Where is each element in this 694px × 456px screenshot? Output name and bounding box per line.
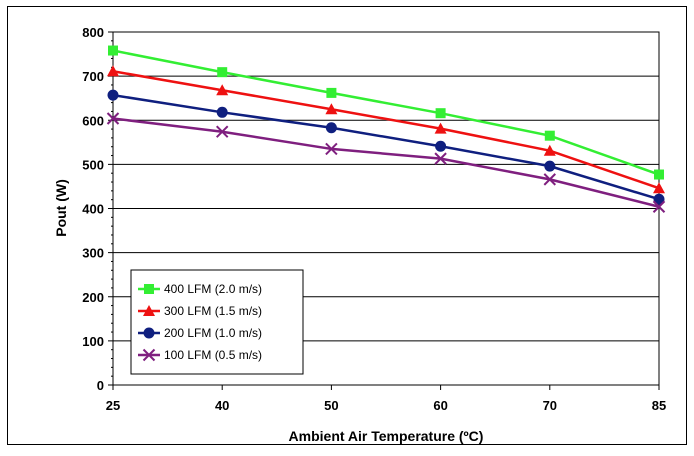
- y-tick-label: 600: [82, 113, 104, 128]
- data-point: [325, 142, 338, 156]
- series-line: [112, 49, 660, 176]
- x-tick-label: 50: [324, 398, 338, 413]
- series-3: [107, 89, 665, 205]
- x-tick-label: 40: [215, 398, 229, 413]
- x-tick-label: 85: [652, 398, 666, 413]
- data-point: [543, 144, 556, 156]
- data-point: [435, 108, 446, 119]
- legend: 400 LFM (2.0 m/s) 300 LFM (1.5 m/s) 200 LF…: [130, 269, 304, 375]
- legend-label: 400 LFM (2.0 m/s): [164, 282, 262, 296]
- series-2: [107, 65, 665, 194]
- legend-marker: [144, 284, 154, 294]
- data-point: [653, 182, 665, 194]
- legend-label: 100 LFM (0.5 m/s): [164, 348, 262, 362]
- data-point: [652, 200, 666, 213]
- y-tick-label: 800: [82, 25, 104, 40]
- data-point: [216, 84, 229, 96]
- data-point: [325, 103, 338, 115]
- y-tick-label: 400: [82, 202, 104, 217]
- y-tick-label: 100: [82, 334, 104, 349]
- data-point: [543, 173, 557, 186]
- series-1: [108, 45, 664, 180]
- data-point: [326, 87, 337, 98]
- y-tick-label: 300: [82, 246, 104, 261]
- data-point: [217, 67, 228, 78]
- data-point: [107, 65, 119, 77]
- series-group: [106, 45, 666, 213]
- data-point: [653, 193, 665, 205]
- data-point: [434, 152, 447, 165]
- data-point: [654, 169, 664, 180]
- series-line: [112, 70, 660, 190]
- y-tick-label: 200: [82, 290, 104, 305]
- data-point: [108, 45, 118, 56]
- legend-marker: [142, 348, 156, 362]
- x-axis-title: Ambient Air Temperature (ºC): [289, 428, 484, 444]
- y-tick-label: 500: [82, 157, 104, 172]
- legend-marker: [143, 327, 155, 339]
- legend-item: 200 LFM (1.0 m/s): [138, 326, 262, 340]
- legend-item: 300 LFM (1.5 m/s): [138, 304, 262, 318]
- y-tick-label: 0: [97, 378, 104, 393]
- y-axis-title: Pout (W): [53, 179, 69, 237]
- data-point: [215, 125, 229, 138]
- data-point: [107, 89, 119, 101]
- series-line: [112, 117, 660, 208]
- y-tick-label: 700: [82, 69, 104, 84]
- data-point: [434, 122, 447, 134]
- x-tick-label: 25: [106, 398, 120, 413]
- legend-marker: [143, 305, 155, 316]
- data-point: [435, 140, 447, 152]
- legend-item: 400 LFM (2.0 m/s): [138, 282, 262, 296]
- data-point: [544, 160, 556, 172]
- series-4: [106, 112, 666, 213]
- legend-item: 100 LFM (0.5 m/s): [138, 348, 262, 362]
- data-point: [106, 112, 120, 125]
- data-point: [216, 106, 228, 118]
- data-point: [544, 130, 555, 141]
- x-tick-label: 60: [433, 398, 447, 413]
- axes: 0 100 200 300 400 500 600 700 800 25 40 50 60 70 85: [82, 25, 666, 413]
- legend-box: [130, 269, 304, 375]
- legend-label: 200 LFM (1.0 m/s): [164, 326, 262, 340]
- series-line: [112, 93, 660, 201]
- data-point: [325, 122, 337, 134]
- x-tick-label: 70: [543, 398, 557, 413]
- legend-label: 300 LFM (1.5 m/s): [164, 304, 262, 318]
